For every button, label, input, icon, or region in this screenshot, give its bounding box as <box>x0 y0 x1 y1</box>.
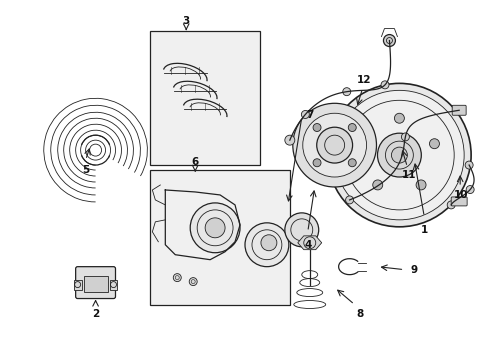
Circle shape <box>401 133 408 141</box>
Polygon shape <box>297 236 321 249</box>
FancyBboxPatch shape <box>451 105 465 115</box>
Circle shape <box>347 123 356 131</box>
Text: 11: 11 <box>401 170 416 180</box>
Circle shape <box>190 203 240 253</box>
Bar <box>150 31 260 165</box>
Text: 12: 12 <box>357 75 371 85</box>
FancyBboxPatch shape <box>76 267 115 298</box>
Circle shape <box>342 88 350 96</box>
Text: 1: 1 <box>420 225 427 235</box>
Circle shape <box>292 103 376 187</box>
Circle shape <box>312 123 320 131</box>
Circle shape <box>464 161 472 169</box>
Circle shape <box>334 90 463 220</box>
Circle shape <box>390 147 407 163</box>
Text: 3: 3 <box>182 15 189 26</box>
Circle shape <box>415 180 425 190</box>
Circle shape <box>316 127 352 163</box>
Text: 6: 6 <box>191 157 199 167</box>
Bar <box>109 280 117 289</box>
Text: 7: 7 <box>305 110 313 120</box>
Circle shape <box>189 278 197 285</box>
Circle shape <box>244 223 288 267</box>
FancyBboxPatch shape <box>450 197 466 206</box>
Circle shape <box>465 185 473 194</box>
Circle shape <box>377 133 421 177</box>
Bar <box>83 276 107 292</box>
Circle shape <box>447 201 454 209</box>
Circle shape <box>454 106 462 114</box>
Text: 10: 10 <box>453 190 468 200</box>
Bar <box>150 170 289 305</box>
Circle shape <box>261 235 276 251</box>
Circle shape <box>327 84 470 227</box>
Circle shape <box>383 35 395 46</box>
Text: 2: 2 <box>92 310 99 319</box>
Circle shape <box>428 139 439 149</box>
Circle shape <box>372 180 382 190</box>
Text: 8: 8 <box>355 310 363 319</box>
Circle shape <box>359 139 368 149</box>
Circle shape <box>345 196 353 204</box>
Circle shape <box>302 113 366 177</box>
Text: 5: 5 <box>82 165 89 175</box>
Circle shape <box>301 111 309 118</box>
Bar <box>74 280 81 289</box>
Circle shape <box>312 159 320 167</box>
Circle shape <box>205 218 224 238</box>
Circle shape <box>380 81 388 89</box>
Circle shape <box>394 113 404 123</box>
Text: 9: 9 <box>410 265 417 275</box>
Circle shape <box>285 135 294 145</box>
Circle shape <box>285 213 318 247</box>
Circle shape <box>347 159 356 167</box>
Circle shape <box>173 274 181 282</box>
Text: 4: 4 <box>304 240 311 250</box>
